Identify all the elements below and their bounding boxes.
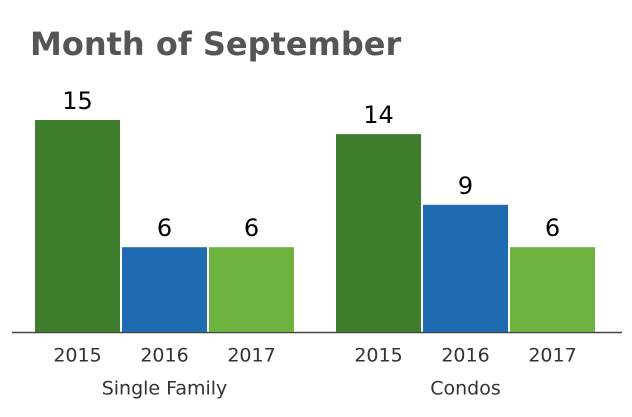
- bar: [209, 247, 294, 332]
- category-label: Single Family: [102, 378, 228, 400]
- data-label: 6: [545, 214, 560, 242]
- x-tick-label: 2016: [140, 345, 188, 367]
- data-label: 6: [244, 214, 259, 242]
- bar: [510, 247, 595, 332]
- bar: [35, 120, 120, 332]
- data-label: 6: [157, 214, 172, 242]
- x-tick-label: 2017: [528, 345, 576, 367]
- data-label: 14: [363, 101, 394, 129]
- bar: [423, 204, 508, 332]
- x-tick-label: 2017: [227, 345, 275, 367]
- chart-title: Month of September: [30, 25, 401, 63]
- x-tick-label: 2016: [441, 345, 489, 367]
- bar: [122, 247, 207, 332]
- data-label: 9: [458, 172, 473, 200]
- x-tick-label: 2015: [53, 345, 101, 367]
- category-label: Condos: [430, 378, 501, 400]
- bar: [336, 134, 421, 332]
- data-label: 15: [62, 87, 93, 115]
- x-tick-label: 2015: [354, 345, 402, 367]
